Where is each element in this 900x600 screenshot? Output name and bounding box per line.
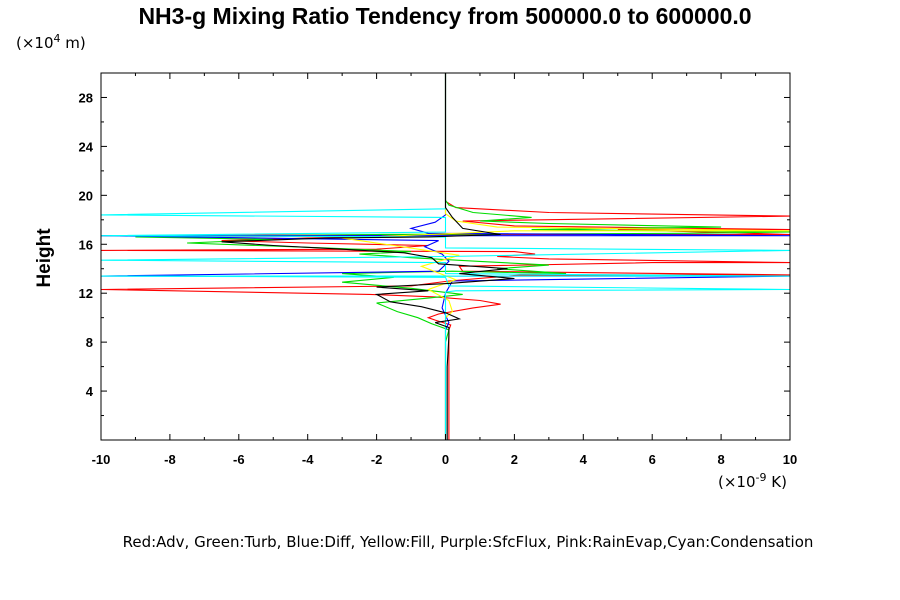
y-tick-labels: 4 8 12 16 20 24 28: [79, 90, 94, 399]
chart-title: NH3-g Mixing Ratio Tendency from 500000.…: [138, 3, 751, 29]
y-axis-multiplier: (×104 m): [16, 32, 86, 52]
y-tick-label: 8: [86, 335, 93, 350]
y-axis-label: Height: [34, 228, 55, 288]
tick-layer: [100, 72, 791, 440]
y-tick-label: 12: [79, 286, 93, 301]
x-tick-label: -8: [164, 452, 176, 467]
x-tick-label: -2: [371, 452, 383, 467]
y-tick-label: 16: [79, 237, 93, 252]
y-tick-label: 4: [86, 384, 94, 399]
x-tick-label: -4: [302, 452, 314, 467]
y-tick-label: 28: [79, 90, 93, 105]
y-tick-label: 20: [79, 188, 93, 203]
x-tick-label: 6: [649, 452, 656, 467]
x-tick-labels: -10 -8 -6 -4 -2 0 2 4 6 8 10: [92, 452, 798, 467]
x-axis-multiplier: (×10-9 K): [718, 471, 787, 491]
series-line-unlabeled: [221, 73, 515, 440]
x-tick-label: 0: [442, 452, 449, 467]
y-tick-label: 24: [79, 139, 94, 154]
x-tick-label: 4: [580, 452, 588, 467]
x-tick-label: 2: [511, 452, 518, 467]
x-tick-label: -6: [233, 452, 245, 467]
x-tick-label: 8: [717, 452, 724, 467]
x-tick-label: -10: [92, 452, 111, 467]
series-line-turb: [135, 73, 791, 440]
series-layer: [100, 73, 791, 440]
x-tick-label: 10: [783, 452, 797, 467]
series-legend-caption: Red:Adv, Green:Turb, Blue:Diff, Yellow:F…: [123, 533, 814, 551]
series-line-fill: [342, 73, 791, 440]
